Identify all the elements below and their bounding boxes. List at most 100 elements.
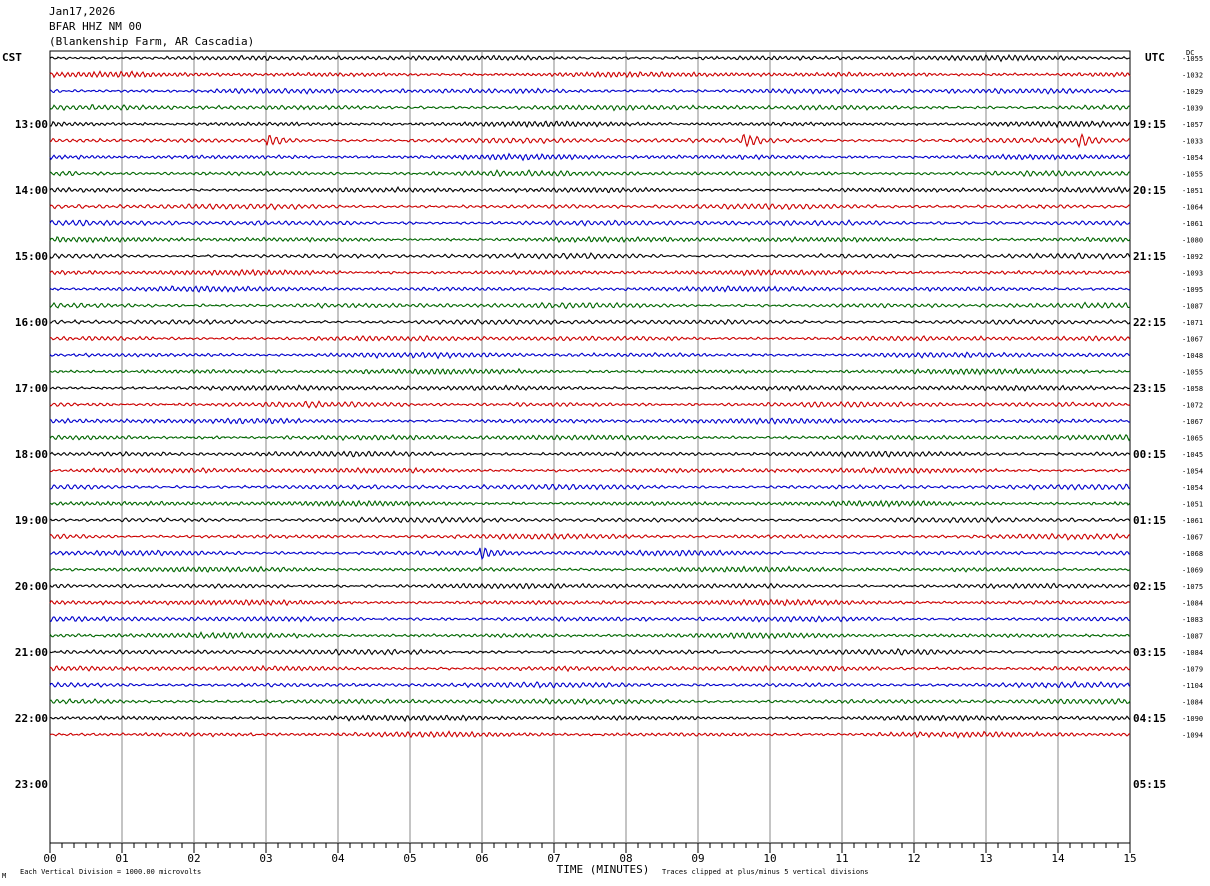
seismogram-trace xyxy=(49,417,1131,425)
dc-offset-labels: -1055 -1032 -1029 -1039 -1057 -1033 -1054 -1055… xyxy=(1182,55,1203,740)
local-hour-label: 16:00 xyxy=(15,316,48,329)
dc-offset-label: -1090 xyxy=(1182,715,1203,723)
x-tick-label: 09 xyxy=(691,852,704,865)
dc-offset-label: -1054 xyxy=(1182,468,1203,476)
x-tick-label: 10 xyxy=(763,852,776,865)
seismogram-trace xyxy=(49,87,1131,95)
seismogram-trace xyxy=(49,547,1131,561)
x-tick-label: 05 xyxy=(403,852,416,865)
x-tick-label: 11 xyxy=(835,852,848,865)
utc-hour-label: 19:15 xyxy=(1133,118,1166,131)
x-axis: 00 01 02 03 04 05 06 07 08 09 10 11 12 13 14 15 xyxy=(43,843,1137,865)
minute-gridlines xyxy=(121,51,1059,843)
dc-offset-label: -1087 xyxy=(1182,633,1203,641)
dc-offset-label: -1075 xyxy=(1182,583,1203,591)
seismogram-trace xyxy=(49,53,1131,63)
seismogram-trace xyxy=(49,169,1131,178)
seismogram-trace xyxy=(49,132,1131,149)
seismogram-trace xyxy=(49,384,1131,392)
dc-offset-label: -1061 xyxy=(1182,517,1203,525)
dc-offset-label: -1061 xyxy=(1182,220,1203,228)
dc-offset-label: -1104 xyxy=(1182,682,1203,690)
local-hour-label: 15:00 xyxy=(15,250,48,263)
seismogram-trace xyxy=(49,400,1131,409)
x-tick-label: 06 xyxy=(475,852,488,865)
seismogram-trace xyxy=(49,648,1131,656)
seismogram-trace xyxy=(49,318,1131,326)
x-tick-label: 01 xyxy=(115,852,128,865)
seismogram-trace xyxy=(49,680,1131,689)
plot-date: Jan17,2026 xyxy=(49,5,116,18)
seismogram-trace xyxy=(49,152,1131,162)
dc-offset-label: -1051 xyxy=(1182,187,1203,195)
hour-labels: 13:00 14:00 15:00 16:00 17:00 18:00 19:00 20:00… xyxy=(15,118,1166,791)
seismogram-trace xyxy=(49,251,1131,261)
plot-frame xyxy=(49,50,1131,844)
dc-offset-label: -1067 xyxy=(1182,418,1203,426)
dc-offset-label: -1058 xyxy=(1182,385,1203,393)
dc-offset-label: -1055 xyxy=(1182,171,1203,179)
x-tick-label: 04 xyxy=(331,852,345,865)
x-tick-label: 03 xyxy=(259,852,272,865)
dc-offset-label: -1032 xyxy=(1182,72,1203,80)
dc-offset-label: -1067 xyxy=(1182,534,1203,542)
local-hour-label: 22:00 xyxy=(15,712,48,725)
x-tick-label: 00 xyxy=(43,852,56,865)
local-hour-label: 13:00 xyxy=(15,118,48,131)
dc-offset-label: -1069 xyxy=(1182,567,1203,575)
dc-offset-label: -1084 xyxy=(1182,699,1203,707)
x-axis-title: TIME (MINUTES) xyxy=(557,863,650,876)
local-hour-label: 18:00 xyxy=(15,448,48,461)
seismogram-trace xyxy=(49,285,1131,293)
dc-offset-label: -1068 xyxy=(1182,550,1203,558)
seismogram-trace xyxy=(49,499,1131,508)
seismogram-trace xyxy=(49,532,1131,541)
dc-offset-label: -1094 xyxy=(1182,732,1203,740)
dc-offset-label: -1093 xyxy=(1182,270,1203,278)
seismogram-trace xyxy=(49,120,1131,129)
dc-offset-label: -1083 xyxy=(1182,616,1203,624)
utc-timezone-label: UTC xyxy=(1145,51,1165,64)
clip-note: Traces clipped at plus/minus 5 vertical … xyxy=(662,868,869,876)
utc-hour-label: 03:15 xyxy=(1133,646,1166,659)
seismogram-trace xyxy=(49,565,1131,573)
dc-offset-label: -1080 xyxy=(1182,237,1203,245)
dc-offset-label: -1045 xyxy=(1182,451,1203,459)
utc-hour-label: 00:15 xyxy=(1133,448,1166,461)
seismogram-trace xyxy=(49,268,1131,277)
dc-offset-label: -1071 xyxy=(1182,319,1203,327)
x-tick-label: 13 xyxy=(979,852,992,865)
seismogram-trace xyxy=(49,730,1131,739)
seismogram-trace xyxy=(49,301,1131,310)
dc-offset-label: -1033 xyxy=(1182,138,1203,146)
corner-mark: M xyxy=(2,872,7,880)
seismogram-trace xyxy=(49,70,1131,79)
dc-offset-label: -1092 xyxy=(1182,253,1203,261)
seismogram-trace xyxy=(49,450,1131,459)
seismogram-trace xyxy=(49,203,1131,211)
utc-hour-label: 02:15 xyxy=(1133,580,1166,593)
local-timezone-label: CST xyxy=(2,51,22,64)
seismogram-trace xyxy=(49,466,1131,475)
seismogram-trace xyxy=(49,631,1131,640)
x-tick-label: 15 xyxy=(1123,852,1136,865)
utc-hour-label: 23:15 xyxy=(1133,382,1166,395)
x-tick-label: 08 xyxy=(619,852,632,865)
seismogram-trace xyxy=(49,334,1131,342)
dc-offset-header: DC xyxy=(1186,49,1195,57)
dc-offset-label: -1072 xyxy=(1182,402,1203,410)
utc-hour-label: 04:15 xyxy=(1133,712,1166,725)
dc-offset-label: -1064 xyxy=(1182,204,1203,212)
seismogram-trace xyxy=(49,615,1131,623)
scale-note: Each Vertical Division = 1000.00 microvo… xyxy=(20,868,202,876)
dc-offset-label: -1029 xyxy=(1182,88,1203,96)
seismogram-trace xyxy=(49,582,1131,590)
seismogram-traces xyxy=(49,53,1131,739)
seismogram-trace xyxy=(49,104,1131,112)
dc-offset-label: -1084 xyxy=(1182,600,1203,608)
local-hour-label: 19:00 xyxy=(15,514,48,527)
seismogram-trace xyxy=(49,351,1131,360)
dc-offset-label: -1054 xyxy=(1182,154,1203,162)
dc-offset-label: -1095 xyxy=(1182,286,1203,294)
